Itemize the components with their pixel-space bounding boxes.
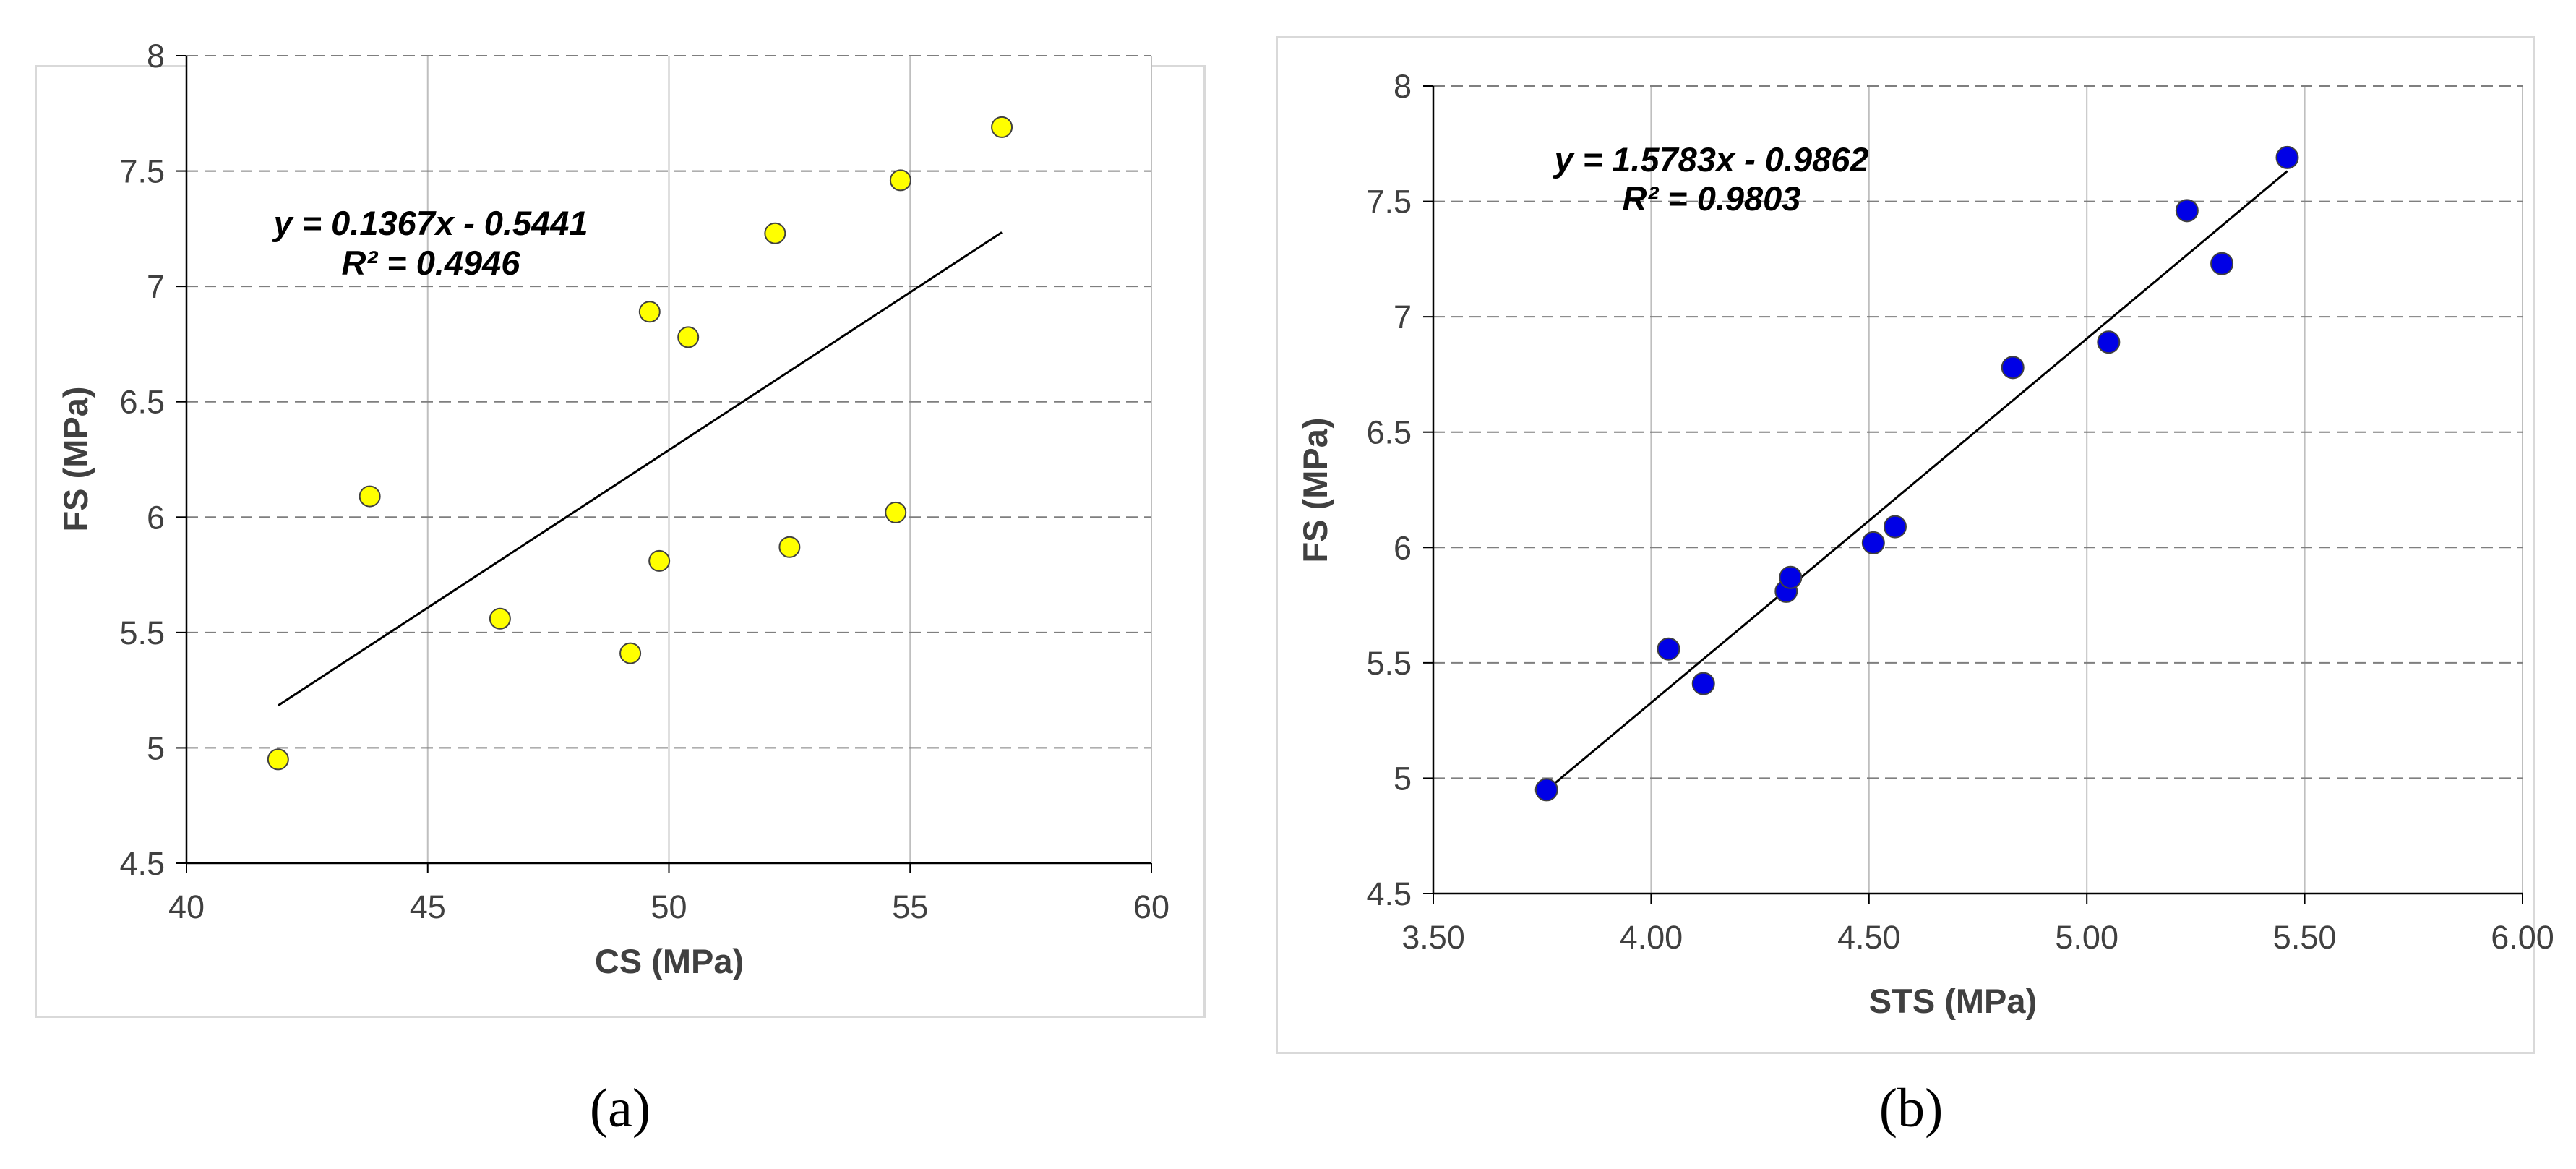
data-point — [1883, 515, 1907, 539]
y-tick-label: 8 — [1394, 68, 1412, 105]
trendline — [1545, 170, 2288, 792]
r-squared-label: R² = 0.9803 — [1623, 179, 1801, 218]
data-point — [677, 326, 700, 348]
x-axis-title: CS (MPa) — [595, 942, 744, 980]
data-point — [489, 607, 511, 630]
data-point — [267, 748, 289, 771]
chart-panel-b: 3.50 4.00 4.50 5.00 5.50 6.00 4.5 5 5.5 6 6.5 7 7.5 8… — [1276, 36, 2554, 1054]
chart-panel-a: 40 45 50 55 60 4.5 5 5.5 6 6.5 7 7.5 8 CS (MPa) FS (MP… — [35, 38, 1206, 1018]
data-point — [885, 501, 907, 523]
y-tick-label: 7 — [147, 268, 165, 305]
y-tick-label: 6 — [147, 499, 165, 536]
x-tick-label: 60 — [1133, 888, 1169, 925]
data-point — [2097, 330, 2121, 354]
y-tick-label: 5.5 — [119, 615, 165, 651]
y-tick-label: 5 — [147, 729, 165, 766]
data-point — [764, 222, 786, 244]
y-tick-label: 8 — [147, 38, 165, 74]
data-point — [2275, 145, 2299, 169]
y-axis-title: FS (MPa) — [56, 386, 95, 531]
data-point — [1657, 637, 1680, 661]
data-point — [889, 169, 911, 192]
r-squared-label: R² = 0.4946 — [342, 244, 521, 282]
y-tick-label: 4.5 — [119, 845, 165, 882]
y-tick-label: 6.5 — [119, 384, 165, 421]
x-tick-label: 40 — [168, 888, 205, 925]
data-point — [2001, 356, 2025, 380]
data-point — [2175, 199, 2199, 223]
data-point — [1691, 672, 1715, 695]
data-point — [1534, 778, 1558, 802]
y-axis-title: FS (MPa) — [1296, 417, 1334, 562]
x-tick-label: 50 — [651, 888, 687, 925]
x-tick-label: 5.00 — [2055, 919, 2118, 956]
trendline-equation: y = 0.1367x - 0.5441 — [272, 204, 588, 242]
y-tick-label: 6.5 — [1366, 414, 1412, 451]
x-tick-label: 45 — [410, 888, 446, 925]
data-point — [359, 485, 381, 508]
data-point — [2210, 252, 2234, 275]
data-point — [638, 301, 661, 323]
caption-b: (b) — [1879, 1078, 1944, 1139]
y-tick-label: 7 — [1394, 299, 1412, 335]
x-axis-title: STS (MPa) — [1869, 982, 2037, 1020]
x-tick-label: 4.00 — [1620, 919, 1683, 956]
x-tick-label: 5.50 — [2273, 919, 2337, 956]
data-point — [1779, 565, 1803, 589]
data-point — [648, 549, 671, 572]
scatter-chart-a: 40 45 50 55 60 4.5 5 5.5 6 6.5 7 7.5 8 CS (MPa) FS (MP… — [56, 38, 1169, 980]
trendline — [278, 231, 1003, 707]
y-tick-label: 7.5 — [119, 153, 165, 190]
scatter-chart-b: 3.50 4.00 4.50 5.00 5.50 6.00 4.5 5 5.5 6 6.5 7 7.5 8… — [1296, 68, 2554, 1020]
plot-area — [1433, 86, 2523, 894]
x-tick-label: 3.50 — [1401, 919, 1465, 956]
y-tick-label: 7.5 — [1366, 184, 1412, 220]
y-tick-label: 6 — [1394, 529, 1412, 566]
data-point — [1861, 531, 1885, 554]
x-tick-label: 4.50 — [1837, 919, 1901, 956]
data-point — [991, 116, 1013, 138]
data-point — [778, 536, 801, 558]
data-point — [619, 642, 642, 664]
x-tick-label: 55 — [892, 888, 928, 925]
caption-a: (a) — [589, 1078, 651, 1139]
y-tick-label: 4.5 — [1366, 875, 1412, 912]
trendline-equation: y = 1.5783x - 0.9862 — [1553, 140, 1868, 179]
y-tick-label: 5 — [1394, 760, 1412, 797]
y-tick-label: 5.5 — [1366, 645, 1412, 682]
x-tick-label: 6.00 — [2491, 919, 2554, 956]
